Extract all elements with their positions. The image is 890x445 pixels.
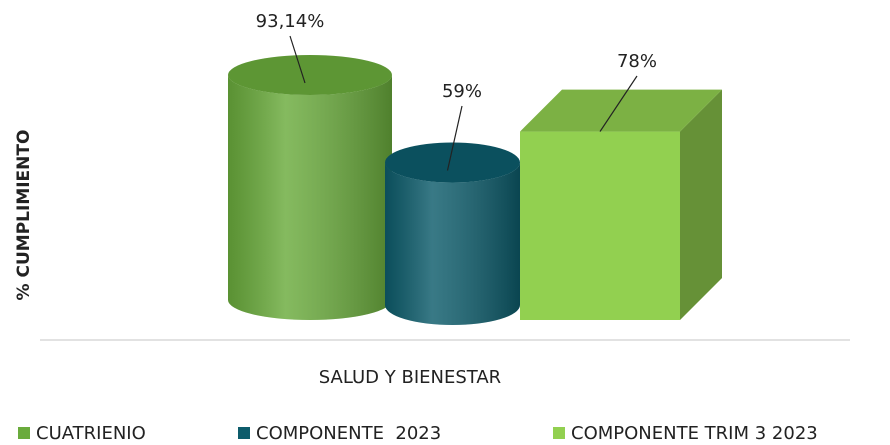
bar-top	[520, 89, 722, 132]
bar-top	[228, 55, 392, 95]
data-label: 78%	[617, 51, 657, 72]
legend-label: CUATRIENIO	[36, 423, 146, 444]
leader-line	[289, 35, 306, 84]
category-label: SALUD Y BIENESTAR	[319, 367, 501, 388]
legend-swatch	[553, 427, 565, 439]
bar-side	[680, 89, 722, 320]
bar-side-shade	[680, 89, 722, 320]
leader-line	[446, 105, 463, 171]
legend-swatch	[238, 427, 250, 439]
bar-top-shade	[520, 89, 722, 132]
legend-label: COMPONENTE TRIM 3 2023	[571, 423, 818, 444]
data-label: 93,14%	[256, 11, 325, 32]
bar-top	[385, 142, 520, 183]
data-label: 59%	[442, 81, 482, 102]
bar-shade	[228, 75, 392, 320]
bar	[520, 131, 680, 320]
bar-top-shade	[228, 55, 392, 95]
leader-line	[599, 75, 638, 132]
legend-label: COMPONENTE 2023	[256, 423, 441, 444]
bar-shade	[385, 162, 520, 325]
y-axis-label: % CUMPLIMIENTO	[14, 130, 34, 301]
bar-top-shade	[385, 142, 520, 183]
legend-swatch	[18, 427, 30, 439]
